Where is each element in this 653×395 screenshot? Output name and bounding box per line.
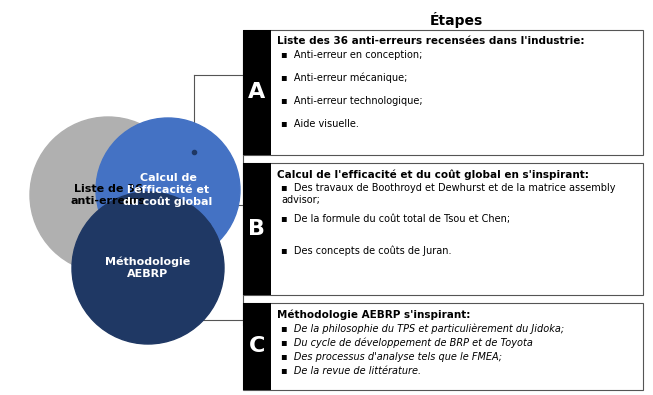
Ellipse shape xyxy=(72,192,224,344)
Ellipse shape xyxy=(96,118,240,262)
Text: C: C xyxy=(249,337,265,357)
Text: Méthodologie AEBRP s'inspirant:: Méthodologie AEBRP s'inspirant: xyxy=(277,309,470,320)
Text: ▪  De la revue de littérature.: ▪ De la revue de littérature. xyxy=(281,366,421,376)
FancyBboxPatch shape xyxy=(243,303,643,390)
FancyBboxPatch shape xyxy=(243,30,271,155)
Text: ▪  De la formule du coût total de Tsou et Chen;: ▪ De la formule du coût total de Tsou et… xyxy=(281,214,510,224)
Text: ▪  Anti-erreur technologique;: ▪ Anti-erreur technologique; xyxy=(281,96,422,106)
Text: Calcul de
l'efficacité et
du coût global: Calcul de l'efficacité et du coût global xyxy=(123,173,213,207)
Text: ▪  Aide visuelle.: ▪ Aide visuelle. xyxy=(281,118,359,129)
Text: Étapes: Étapes xyxy=(430,12,483,28)
Text: B: B xyxy=(249,219,266,239)
Ellipse shape xyxy=(30,117,186,273)
FancyBboxPatch shape xyxy=(243,163,643,295)
Text: A: A xyxy=(248,83,266,102)
Text: Liste de 36
anti-erreurs: Liste de 36 anti-erreurs xyxy=(71,184,146,206)
Text: ▪  Des processus d'analyse tels que le FMEA;: ▪ Des processus d'analyse tels que le FM… xyxy=(281,352,502,362)
Text: ▪  De la philosophie du TPS et particulièrement du Jidoka;: ▪ De la philosophie du TPS et particuliè… xyxy=(281,323,564,333)
Text: ▪  Du cycle de développement de BRP et de Toyota: ▪ Du cycle de développement de BRP et de… xyxy=(281,337,533,348)
FancyBboxPatch shape xyxy=(243,163,271,295)
FancyBboxPatch shape xyxy=(243,303,271,390)
FancyBboxPatch shape xyxy=(243,30,643,155)
Text: ▪  Des concepts de coûts de Juran.: ▪ Des concepts de coûts de Juran. xyxy=(281,246,451,256)
Text: Liste des 36 anti-erreurs recensées dans l'industrie:: Liste des 36 anti-erreurs recensées dans… xyxy=(277,36,584,46)
Text: Méthodologie
AEBRP: Méthodologie AEBRP xyxy=(105,257,191,279)
Text: ▪  Des travaux de Boothroyd et Dewhurst et de la matrice assembly advisor;: ▪ Des travaux de Boothroyd et Dewhurst e… xyxy=(281,183,616,205)
Text: Calcul de l'efficacité et du coût global en s'inspirant:: Calcul de l'efficacité et du coût global… xyxy=(277,169,589,179)
Text: ▪  Anti-erreur en conception;: ▪ Anti-erreur en conception; xyxy=(281,50,422,60)
Text: ▪  Anti-erreur mécanique;: ▪ Anti-erreur mécanique; xyxy=(281,73,407,83)
